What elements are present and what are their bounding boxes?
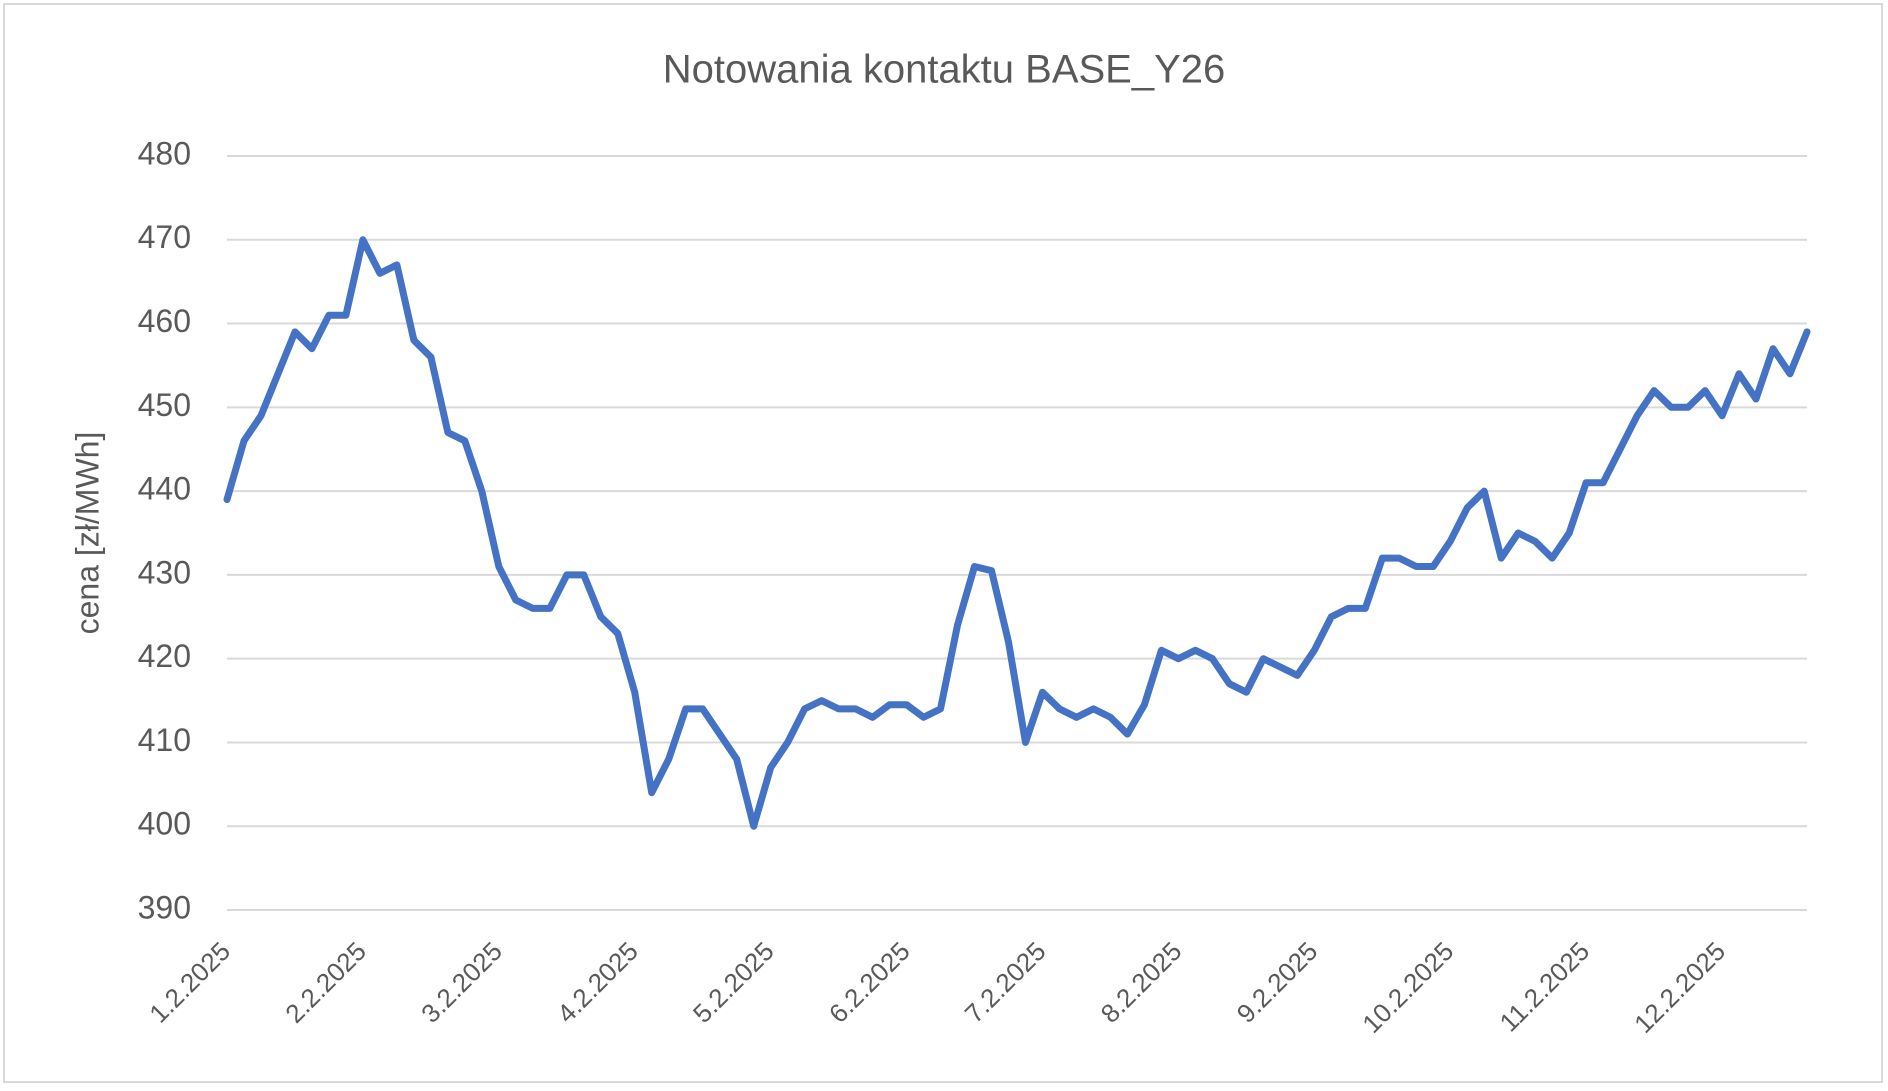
y-tick-label: 450 — [138, 387, 191, 423]
y-tick-label: 480 — [138, 135, 191, 171]
y-tick-label: 440 — [138, 471, 191, 507]
y-tick-label: 410 — [138, 722, 191, 758]
y-axis-label: cena [zł/MWh] — [69, 432, 105, 635]
y-tick-label: 460 — [138, 303, 191, 339]
y-tick-label: 390 — [138, 889, 191, 925]
y-tick-label: 430 — [138, 554, 191, 590]
y-tick-label: 400 — [138, 806, 191, 842]
y-tick-label: 470 — [138, 219, 191, 255]
price-line — [223, 236, 1811, 830]
chart-title: Notowania kontaktu BASE_Y26 — [663, 48, 1226, 92]
chart-border — [3, 3, 1883, 1083]
y-tick-label: 420 — [138, 638, 191, 674]
